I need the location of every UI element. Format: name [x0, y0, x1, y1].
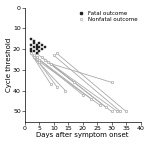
Y-axis label: Cycle threshold: Cycle threshold	[6, 38, 12, 92]
Legend: Fatal outcome, Nonfatal outcome: Fatal outcome, Nonfatal outcome	[75, 10, 138, 23]
X-axis label: Days after symptom onset: Days after symptom onset	[36, 132, 129, 138]
